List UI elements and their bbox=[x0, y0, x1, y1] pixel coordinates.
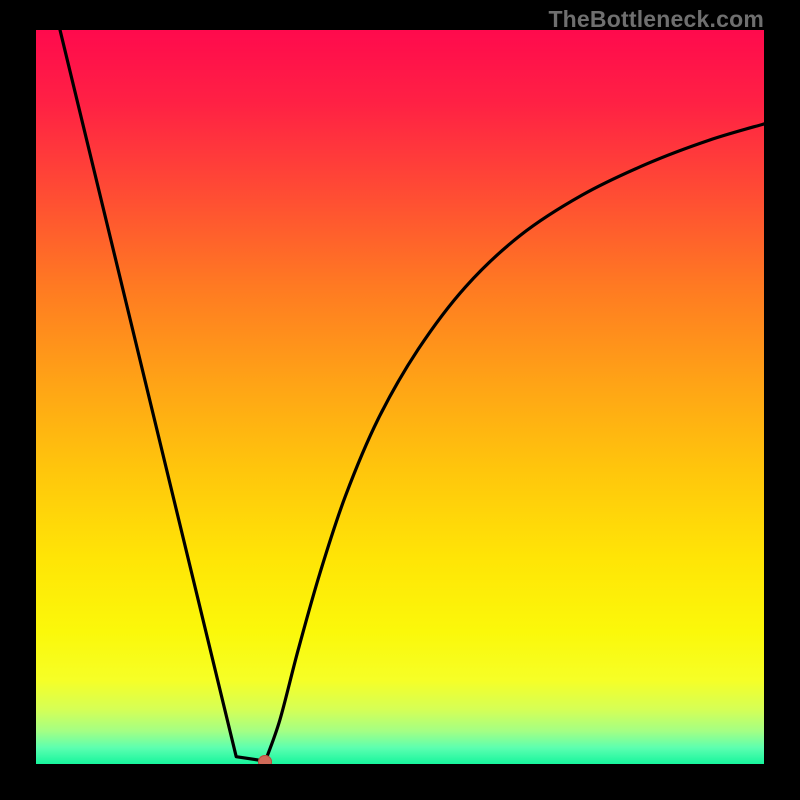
plot-area bbox=[36, 30, 764, 764]
watermark-text: TheBottleneck.com bbox=[548, 6, 764, 33]
bottleneck-curve bbox=[60, 30, 764, 761]
optimum-marker-icon bbox=[258, 755, 272, 764]
curve-svg bbox=[36, 30, 764, 764]
chart-container: TheBottleneck.com bbox=[0, 0, 800, 800]
